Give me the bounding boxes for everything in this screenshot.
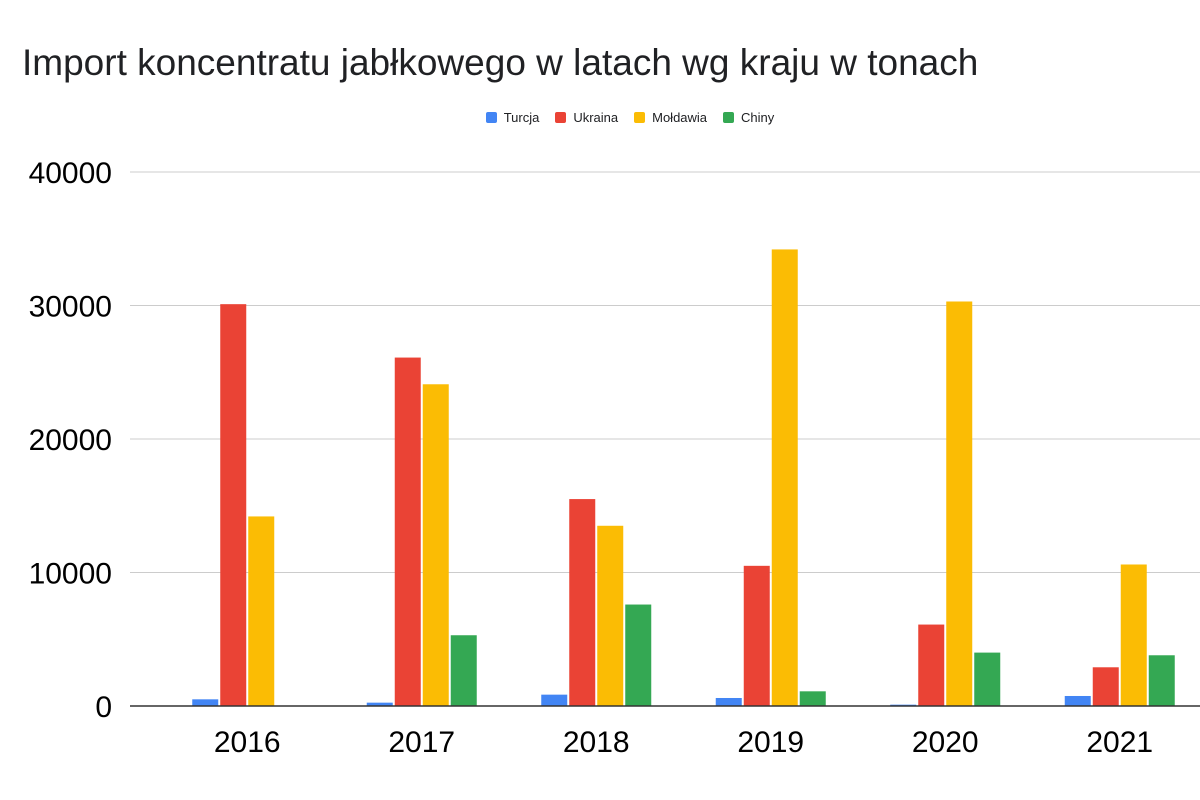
chart-title: Import koncentratu jabłkowego w latach w…: [22, 42, 979, 83]
y-tick-label: 0: [95, 691, 112, 724]
bar-turcja-2019: [715, 697, 742, 706]
bar-modawia-2016: [248, 516, 275, 706]
legend-item-moldawia: Mołdawia: [634, 110, 707, 125]
bar-ukraina-2020: [918, 624, 945, 706]
bar-chiny-2021: [1148, 655, 1175, 706]
bar-chiny-2019: [799, 691, 826, 706]
bar-modawia-2017: [422, 384, 449, 706]
bar-turcja-2021: [1064, 695, 1091, 706]
y-tick-label: 20000: [29, 424, 112, 457]
legend-item-ukraina: Ukraina: [555, 110, 618, 125]
legend-label-ukraina: Ukraina: [573, 110, 619, 125]
bar-ukraina-2018: [569, 499, 596, 706]
bar-modawia-2019: [771, 249, 798, 706]
bar-modawia-2020: [946, 301, 973, 706]
bar-ukraina-2019: [743, 565, 770, 706]
x-tick-label: 2016: [214, 726, 281, 759]
bar-turcja-2016: [192, 699, 219, 706]
legend-swatch-turcja: [485, 112, 497, 123]
legend-label-turcja: Turcja: [503, 110, 540, 125]
legend-label-moldawia: Mołdawia: [652, 110, 708, 125]
legend-item-chiny: Chiny: [723, 110, 774, 125]
bar-modawia-2021: [1120, 564, 1147, 706]
legend-swatch-ukraina: [555, 112, 567, 123]
x-tick-label: 2018: [563, 726, 630, 759]
bar-modawia-2018: [597, 525, 624, 706]
bar-ukraina-2016: [220, 304, 247, 706]
legend-swatch-chiny: [723, 112, 735, 123]
x-tick-label: 2017: [388, 726, 455, 759]
x-tick-label: 2019: [737, 726, 804, 759]
bar-chiny-2018: [625, 604, 652, 706]
bar-ukraina-2021: [1092, 667, 1119, 706]
legend: Turcja Ukraina Mołdawia Chiny: [0, 110, 1200, 125]
bar-ukraina-2017: [394, 357, 421, 706]
bar-chiny-2017: [450, 635, 477, 706]
legend-item-turcja: Turcja: [485, 110, 540, 125]
y-tick-label: 30000: [29, 291, 112, 324]
y-tick-label: 40000: [29, 157, 112, 190]
x-tick-label: 2021: [1086, 726, 1153, 759]
bar-turcja-2018: [541, 694, 568, 706]
legend-label-chiny: Chiny: [741, 110, 775, 125]
bar-turcja-2017: [366, 702, 393, 706]
legend-swatch-moldawia: [634, 112, 646, 123]
bar-chiny-2020: [974, 652, 1001, 706]
x-tick-label: 2020: [912, 726, 979, 759]
y-tick-label: 10000: [29, 558, 112, 591]
